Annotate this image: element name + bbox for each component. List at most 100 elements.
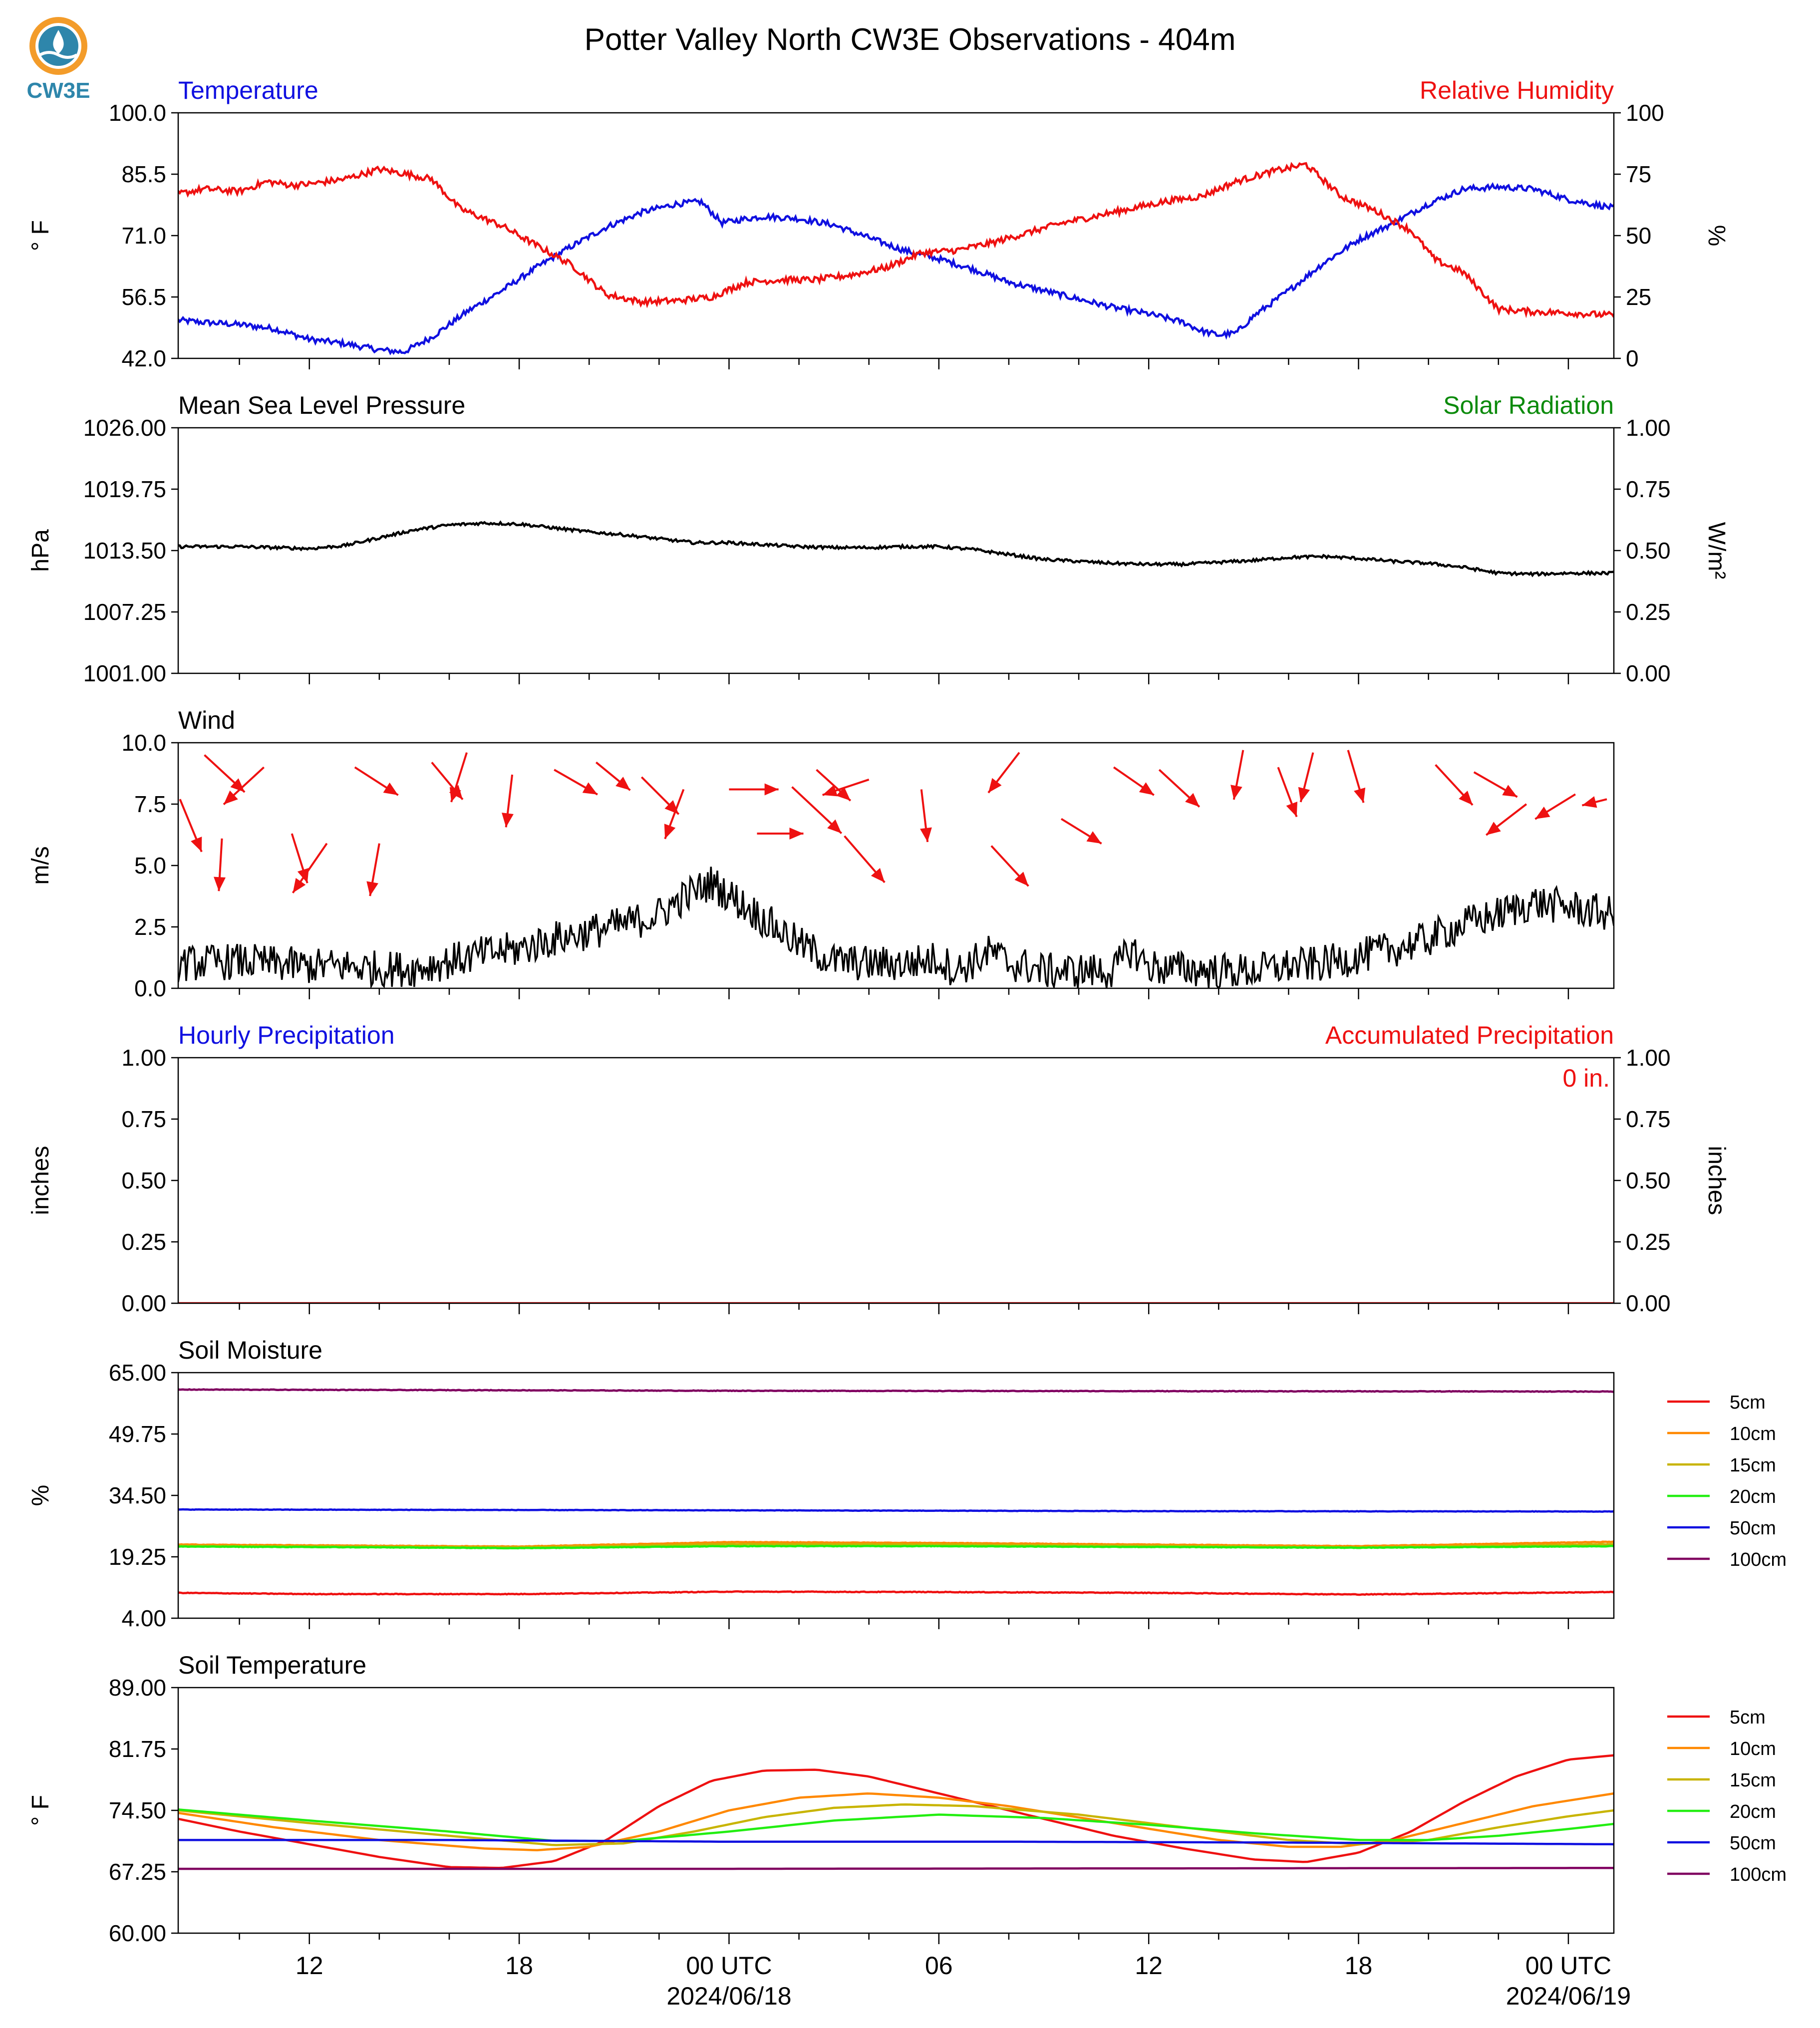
wind-arrow (822, 778, 870, 797)
wind-arrow-head (366, 881, 378, 896)
series-line-100cm (178, 1388, 1614, 1393)
wind-arrow (1113, 766, 1155, 796)
cw3e-logo: CW3E (26, 17, 90, 103)
y-tick-label: 4.00 (121, 1605, 166, 1631)
panels: Temperature Relative Humidity 42.0 56.5 71.0… (27, 76, 1787, 1946)
series-line-50cm (178, 1508, 1614, 1513)
y-tick-label: 85.5 (121, 161, 166, 187)
right-y-tick-label: 1.00 (1626, 1045, 1671, 1071)
legend-item: 15cm (1667, 1455, 1776, 1476)
legend: 5cm 10cm 15cm 20cm 50cm 100cm (1667, 1707, 1787, 1885)
y-tick-label: 60.00 (109, 1920, 166, 1946)
wind-arrow (757, 828, 804, 840)
wind-arrow (1347, 750, 1366, 803)
wind-arrow-head (871, 868, 885, 882)
panel-frame (177, 1687, 1615, 1934)
panel-title-right: Accumulated Precipitation (1325, 1021, 1614, 1049)
panel-3: Wind 0.0 2.5 5.0 7.5 10.0 m/s (27, 706, 1615, 1001)
series-line-20cm (178, 1808, 1614, 1842)
wind-arrow (1473, 771, 1518, 798)
y-tick-label: 1.00 (121, 1045, 166, 1071)
y-tick-label: 10.0 (121, 730, 166, 756)
wind-arrow-head (582, 782, 598, 795)
wind-arrow (729, 783, 779, 796)
wind-arrow (1230, 750, 1244, 800)
legend-label: 50cm (1730, 1833, 1776, 1854)
wind-arrow-head (1502, 785, 1517, 797)
legend-item: 5cm (1667, 1707, 1766, 1728)
series-line-100cm (178, 1867, 1614, 1870)
series-line-1 (178, 867, 1614, 988)
y-tick-label: 0.0 (134, 975, 166, 1001)
panel-title-left: Mean Sea Level Pressure (178, 391, 465, 419)
panel-title-right: Relative Humidity (1420, 76, 1614, 104)
wind-arrow (791, 786, 843, 835)
legend-label: 10cm (1730, 1424, 1776, 1445)
y-tick-label: 34.50 (109, 1482, 166, 1508)
y-tick-label: 71.0 (121, 223, 166, 249)
wind-arrow (595, 761, 631, 791)
panel-frame (177, 427, 1615, 674)
y-tick-label: 1026.00 (83, 415, 166, 441)
legend-label: 15cm (1730, 1770, 1776, 1791)
y-tick-label: 19.25 (109, 1544, 166, 1570)
wind-arrow-head (1014, 871, 1029, 886)
logo-drop-icon (53, 30, 64, 54)
series-group (178, 1754, 1614, 1870)
y-axis-label: ° F (27, 220, 54, 251)
legend: 5cm 10cm 15cm 20cm 50cm 100cm (1667, 1392, 1787, 1570)
panel-frame (177, 1372, 1615, 1619)
wind-arrow (214, 838, 226, 891)
panel-title-left: Soil Moisture (178, 1336, 322, 1364)
wind-arrow-head (1535, 807, 1550, 819)
y-axis-label: % (27, 1485, 54, 1506)
logo-text: CW3E (26, 78, 90, 103)
wind-arrow (816, 769, 852, 802)
y-axis-label: m/s (27, 846, 54, 884)
wind-arrow (844, 835, 886, 883)
wind-arrow (1060, 818, 1102, 845)
wind-arrow (292, 843, 328, 894)
panel-title-left: Temperature (178, 76, 318, 104)
legend-item: 50cm (1667, 1833, 1776, 1854)
legend-item: 20cm (1667, 1486, 1776, 1507)
y-tick-label: 0.75 (121, 1106, 166, 1132)
wind-arrow (554, 769, 598, 796)
wind-arrow (354, 766, 399, 796)
y-tick-label: 1001.00 (83, 660, 166, 686)
series-line-5cm (178, 1754, 1614, 1869)
x-tick-label: 00 UTC (686, 1952, 772, 1980)
y-tick-label: 67.25 (109, 1859, 166, 1885)
panel-title-right: Solar Radiation (1443, 391, 1614, 419)
x-tick-label: 12 (296, 1952, 323, 1980)
legend-item: 5cm (1667, 1392, 1766, 1413)
wind-arrow-head (764, 783, 779, 796)
wind-arrow-head (920, 827, 932, 842)
right-y-axis-label: W/m² (1703, 522, 1730, 579)
right-y-tick-label: 25 (1626, 284, 1651, 310)
legend-label: 50cm (1730, 1518, 1776, 1539)
legend-item: 20cm (1667, 1801, 1776, 1822)
y-tick-label: 65.00 (109, 1360, 166, 1386)
legend-item: 100cm (1667, 1549, 1787, 1570)
wind-arrow-head (1139, 782, 1154, 795)
y-tick-label: 2.5 (134, 914, 166, 940)
right-y-tick-label: 75 (1626, 161, 1651, 187)
panel-1: Temperature Relative Humidity 42.0 56.5 71.0… (27, 76, 1730, 371)
panel-title-left: Wind (178, 706, 235, 734)
y-axis-label: inches (27, 1146, 54, 1215)
wind-arrow-head (1354, 787, 1366, 803)
wind-arrow (502, 774, 514, 828)
logo-wave-icon (39, 51, 78, 59)
right-y-tick-label: 0 (1626, 345, 1639, 371)
legend-label: 20cm (1730, 1486, 1776, 1507)
wind-arrow-head (224, 790, 238, 805)
wind-arrow-head (1459, 791, 1473, 805)
y-tick-label: 81.75 (109, 1736, 166, 1762)
panel-frame (177, 112, 1615, 359)
series-line-20cm (178, 1544, 1614, 1550)
wind-arrow-head (1185, 793, 1200, 807)
wind-arrow-head (383, 782, 398, 795)
